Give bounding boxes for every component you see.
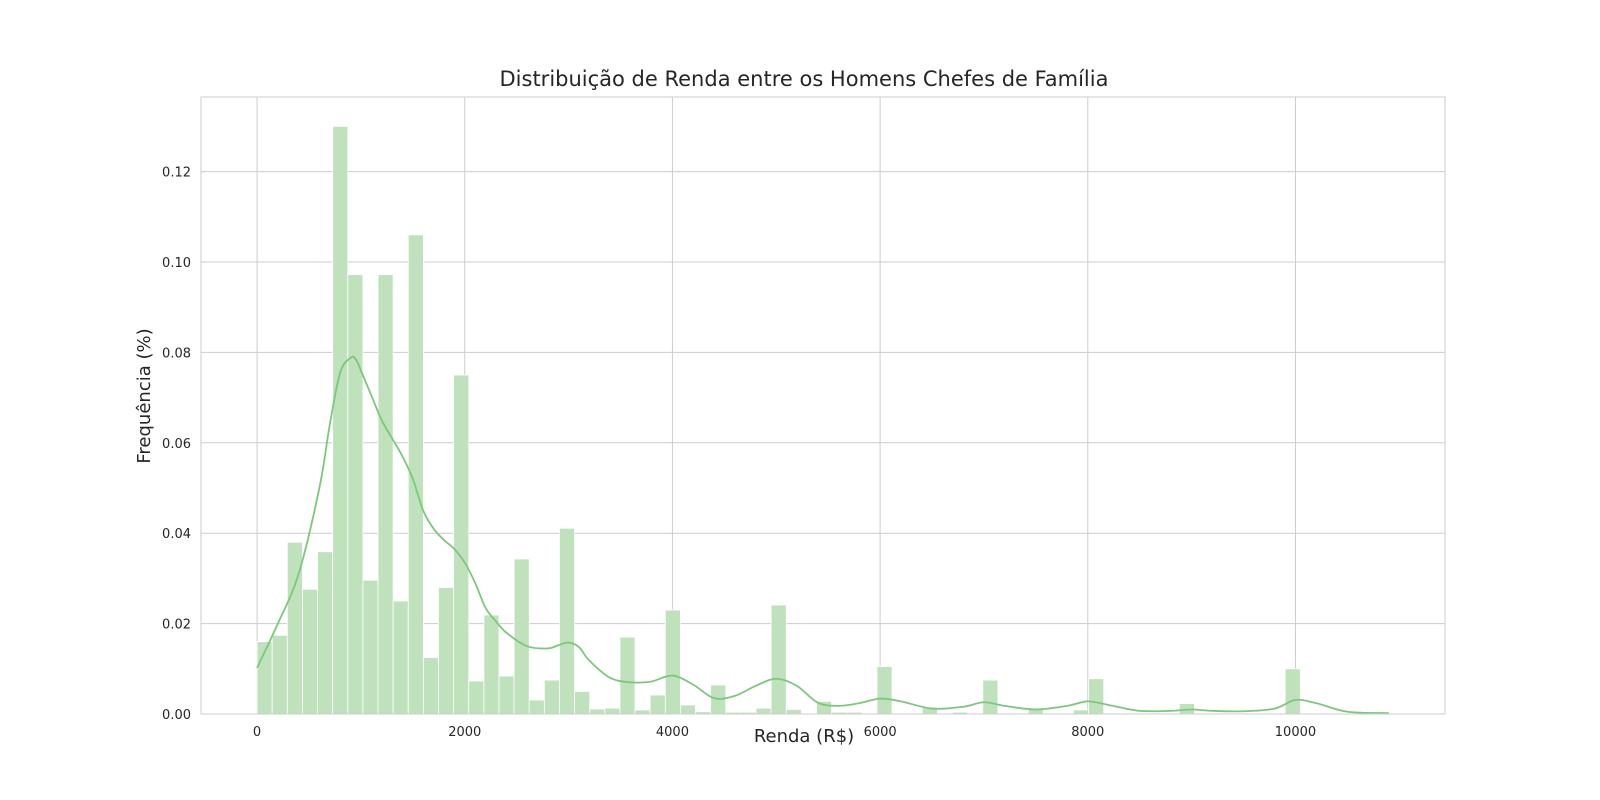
histogram-bar [498,675,515,715]
x-tick-label: 8000 [1071,725,1104,740]
histogram-bar [1284,668,1301,715]
y-tick-label: 0.00 [162,708,191,723]
histogram-bar [543,679,560,715]
histogram-bars [256,125,1392,715]
y-tick-label: 0.04 [162,527,191,542]
histogram-bar [317,551,334,715]
histogram-bar [649,694,666,715]
x-axis-title: Renda (R$) [754,726,854,747]
histogram-bar [513,558,530,715]
y-tick-label: 0.10 [162,256,191,271]
histogram-bar [619,636,636,715]
chart-title: Distribuição de Renda entre os Homens Ch… [500,67,1109,91]
y-tick-label: 0.02 [162,618,191,633]
histogram-bar [468,680,485,715]
plot-frame [200,96,1446,715]
histogram-bar [982,679,999,715]
histogram-bar [1088,678,1105,715]
histogram-bar [362,579,379,715]
y-tick-label: 0.08 [162,346,191,361]
histogram-bar [1073,709,1090,715]
y-axis-ticks: 0.00 0.02 0.04 0.06 0.08 0.10 0.12 [162,166,191,723]
histogram-bar [589,708,606,715]
y-tick-label: 0.06 [162,437,191,452]
y-tick-label: 0.12 [162,166,191,181]
histogram-bar [422,657,439,715]
histogram-bar [680,704,696,715]
y-axis-title: Frequência (%) [134,328,155,463]
histogram-bar [392,600,409,715]
x-tick-label: 2000 [448,725,481,740]
histogram-bar [347,274,364,715]
histogram-bar [785,709,802,715]
histogram-bar [271,634,288,715]
histogram-bar [664,609,681,715]
histogram-bar [604,707,621,715]
kde-curve [256,355,1389,714]
histogram-bar [876,666,893,715]
histogram-bar [438,587,455,715]
x-tick-label: 10000 [1275,725,1316,740]
histogram-bar [559,527,575,715]
histogram-bar [483,614,500,715]
x-tick-label: 0 [253,725,261,740]
histogram-bar [634,709,651,715]
histogram-bar [377,274,394,715]
histogram-bar [302,588,318,715]
histogram-bar [528,699,545,715]
x-tick-label: 4000 [656,725,689,740]
histogram-bar [770,604,787,715]
x-axis-ticks: 0 2000 4000 6000 8000 10000 [253,725,1316,740]
histogram-bar [574,690,591,715]
x-tick-label: 6000 [864,725,897,740]
histogram-bar [332,125,349,715]
histogram-bar [453,374,470,715]
histogram-bar [755,707,772,715]
